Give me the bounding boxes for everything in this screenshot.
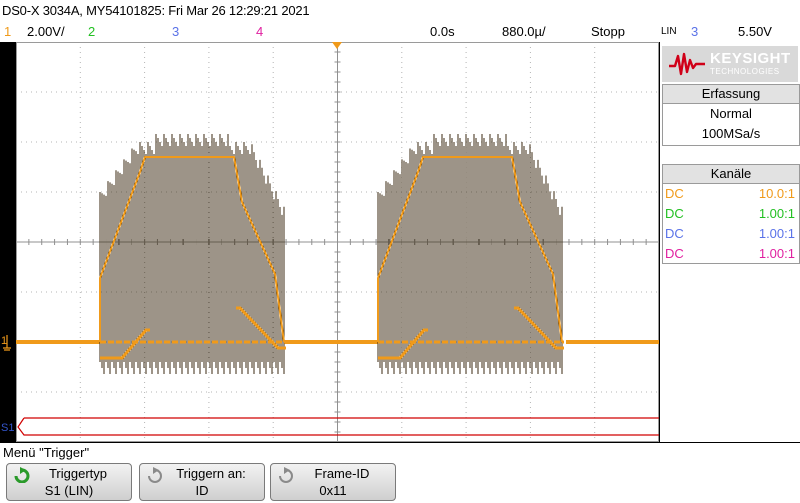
ch1-number[interactable]: 1 bbox=[4, 24, 12, 39]
softkey-trigger-on[interactable]: Triggern an: ID bbox=[139, 463, 265, 501]
ch2-number[interactable]: 2 bbox=[88, 24, 96, 39]
channel-row-1[interactable]: DC 10.0:1 bbox=[663, 184, 799, 204]
rotate-knob-icon bbox=[279, 467, 293, 483]
ch1-ground-marker[interactable]: 1 bbox=[0, 330, 17, 352]
ch4-number[interactable]: 4 bbox=[256, 24, 264, 39]
channels-header: Kanäle bbox=[663, 165, 799, 184]
serial-marker-label: S1 bbox=[1, 422, 14, 434]
channel-status-bar: 1 2.00V/ 2 3 4 0.0s 880.0µ/ Stopp LIN 3 … bbox=[0, 22, 800, 42]
ch4-probe: 1.00:1 bbox=[758, 246, 795, 261]
ch1-waveform bbox=[16, 134, 659, 374]
channel-row-3[interactable]: DC 1.00:1 bbox=[663, 224, 799, 244]
trigger-source[interactable]: 3 bbox=[691, 24, 699, 39]
trigger-mode[interactable]: LIN bbox=[661, 26, 677, 37]
acquisition-header: Erfassung bbox=[663, 85, 799, 104]
acquisition-box[interactable]: Erfassung Normal 100MSa/s bbox=[662, 84, 800, 146]
time-offset[interactable]: 0.0s bbox=[430, 24, 455, 39]
ch3-number[interactable]: 3 bbox=[172, 24, 180, 39]
serial-bus-marker[interactable]: S1 bbox=[0, 417, 17, 437]
ch2-coupling: DC bbox=[665, 206, 684, 221]
waveform-graticule bbox=[15, 41, 660, 443]
logo-sub-text: TECHNOLOGIES bbox=[710, 67, 780, 76]
softkey-trigger-on-value: ID bbox=[195, 483, 209, 498]
keysight-wave-icon bbox=[669, 52, 705, 76]
logo-main-text: KEYSIGHT bbox=[710, 50, 791, 67]
acquisition-rate: 100MSa/s bbox=[701, 126, 761, 141]
softkey-trigger-type-label: Triggertyp bbox=[48, 466, 108, 481]
channel-row-4[interactable]: DC 1.00:1 bbox=[663, 244, 799, 264]
ground-marker-label: 1 bbox=[1, 335, 7, 347]
waveform-display[interactable] bbox=[15, 41, 660, 443]
time-scale[interactable]: 880.0µ/ bbox=[502, 24, 546, 39]
ch3-probe: 1.00:1 bbox=[758, 226, 795, 241]
rotate-knob-icon bbox=[148, 467, 162, 483]
serial-decode-lane bbox=[17, 417, 659, 436]
ch4-coupling: DC bbox=[665, 246, 684, 261]
softkey-trigger-type[interactable]: Triggertyp S1 (LIN) bbox=[6, 463, 132, 501]
ch1-scale[interactable]: 2.00V/ bbox=[27, 24, 65, 39]
keysight-logo: KEYSIGHT TECHNOLOGIES bbox=[662, 46, 798, 82]
trigger-level[interactable]: 5.50V bbox=[738, 24, 772, 39]
channel-row-2[interactable]: DC 1.00:1 bbox=[663, 204, 799, 224]
softkey-frame-id[interactable]: Frame-ID 0x11 bbox=[270, 463, 396, 501]
instrument-title: DS0-X 3034A, MY54101825: Fri Mar 26 12:2… bbox=[2, 3, 310, 18]
title-bar: DS0-X 3034A, MY54101825: Fri Mar 26 12:2… bbox=[0, 0, 800, 22]
ch1-coupling: DC bbox=[665, 186, 684, 201]
channels-box[interactable]: Kanäle DC 10.0:1 DC 1.00:1 DC 1.00:1 DC … bbox=[662, 164, 800, 264]
softkey-frame-id-value: 0x11 bbox=[319, 483, 347, 498]
menu-title: Menü "Trigger" bbox=[3, 445, 90, 460]
softkey-trigger-on-label: Triggern an: bbox=[176, 466, 246, 481]
softkey-trigger-type-value: S1 (LIN) bbox=[44, 483, 94, 498]
ch1-probe: 10.0:1 bbox=[758, 186, 795, 201]
softkey-menu-bar bbox=[0, 443, 800, 503]
ch3-coupling: DC bbox=[665, 226, 684, 241]
acquisition-mode: Normal bbox=[710, 106, 752, 121]
trigger-position-marker[interactable] bbox=[332, 42, 342, 49]
side-panel: KEYSIGHT TECHNOLOGIES Erfassung Normal 1… bbox=[660, 42, 800, 442]
run-state[interactable]: Stopp bbox=[591, 24, 625, 39]
ch2-probe: 1.00:1 bbox=[758, 206, 795, 221]
rotate-knob-icon bbox=[14, 467, 30, 483]
softkey-frame-id-label: Frame-ID bbox=[314, 466, 370, 481]
